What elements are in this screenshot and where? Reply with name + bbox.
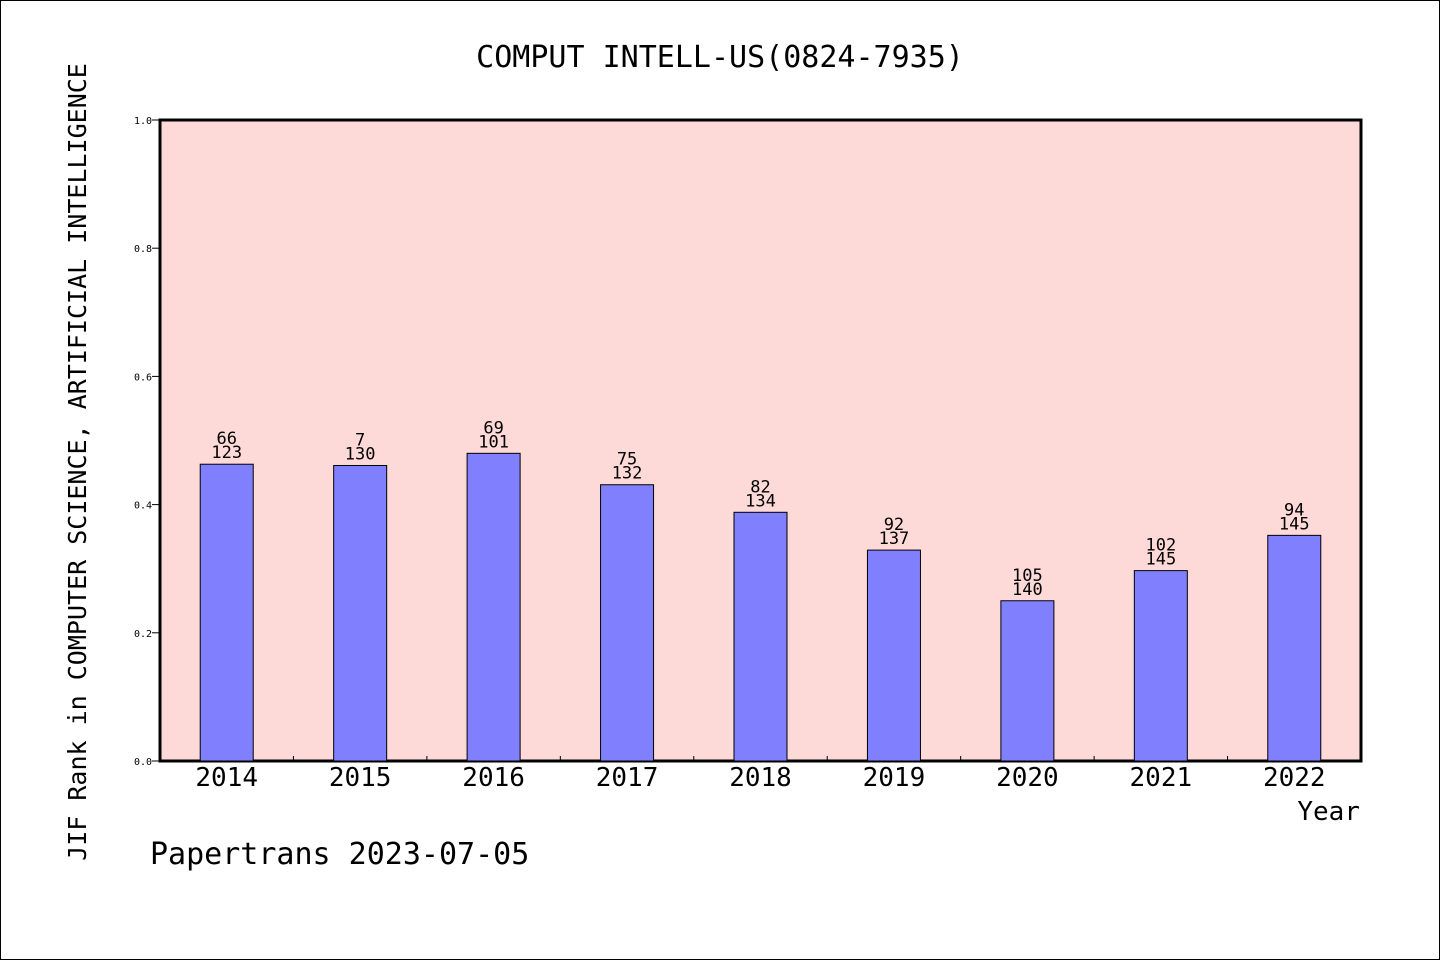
bar-total-label: 140	[1012, 580, 1043, 600]
y-axis: 0.0 0.2 0.4 0.6 0.8 1.0	[134, 116, 160, 768]
x-axis-ticks	[292, 756, 1229, 761]
bar-total-label: 130	[345, 444, 376, 464]
bar-rank-label: 102	[1145, 536, 1176, 556]
bar-2020	[1000, 600, 1055, 762]
bar-series: 6612371306910175132821349213710514010214…	[199, 418, 1322, 762]
bar-total-label: 132	[612, 464, 643, 484]
x-tick-label: 2019	[863, 763, 926, 793]
bar-rank-label: 7	[355, 430, 365, 450]
bar-rank-label: 92	[884, 515, 904, 535]
bar-2017	[600, 484, 655, 762]
bar-rank-label: 82	[750, 477, 770, 497]
x-axis-title: Year	[1297, 797, 1360, 827]
y-tick-label: 0.8	[134, 244, 152, 255]
x-tick-label: 2016	[462, 763, 525, 793]
x-axis-labels: 2014 2015 2016 2017 2018 2019 2020 2021 2022	[195, 763, 1325, 793]
bar-total-label: 137	[879, 529, 910, 549]
y-tick-label: 0.6	[134, 372, 152, 383]
y-tick-label: 1.0	[134, 116, 152, 127]
bar-total-label: 134	[745, 491, 776, 511]
footer-credit: Papertrans 2023-07-05	[150, 837, 529, 872]
y-axis-title: JIF Rank in COMPUTER SCIENCE, ARTIFICIAL…	[63, 63, 92, 861]
bar-2016	[466, 452, 521, 762]
x-tick-label: 2022	[1263, 763, 1326, 793]
y-tick-label: 0.4	[134, 501, 152, 512]
bar-2015	[333, 464, 388, 762]
bar-rank-label: 69	[483, 418, 503, 438]
bar-2014	[199, 463, 254, 762]
bar-rank-label: 66	[216, 429, 236, 449]
bar-total-label: 123	[211, 443, 242, 463]
y-tick-label: 0.0	[134, 757, 152, 768]
x-tick-label: 2015	[329, 763, 392, 793]
bar-rank-label: 105	[1012, 566, 1043, 586]
bar-rank-label: 75	[617, 450, 637, 470]
bar-rank-label: 94	[1284, 500, 1304, 520]
bar-2021	[1133, 570, 1188, 762]
bar-2019	[866, 549, 921, 762]
bar-2018	[733, 511, 788, 762]
bar-2022	[1267, 534, 1322, 762]
x-tick-label: 2018	[729, 763, 792, 793]
bar-total-label: 101	[478, 432, 509, 452]
x-tick-label: 2021	[1130, 763, 1193, 793]
x-tick-label: 2017	[596, 763, 659, 793]
y-tick-label: 0.2	[134, 629, 152, 640]
x-tick-label: 2014	[195, 763, 258, 793]
bar-total-label: 145	[1145, 550, 1176, 570]
x-tick-label: 2020	[996, 763, 1059, 793]
chart-title: COMPUT INTELL-US(0824-7935)	[476, 40, 964, 75]
bar-total-label: 145	[1279, 514, 1310, 534]
